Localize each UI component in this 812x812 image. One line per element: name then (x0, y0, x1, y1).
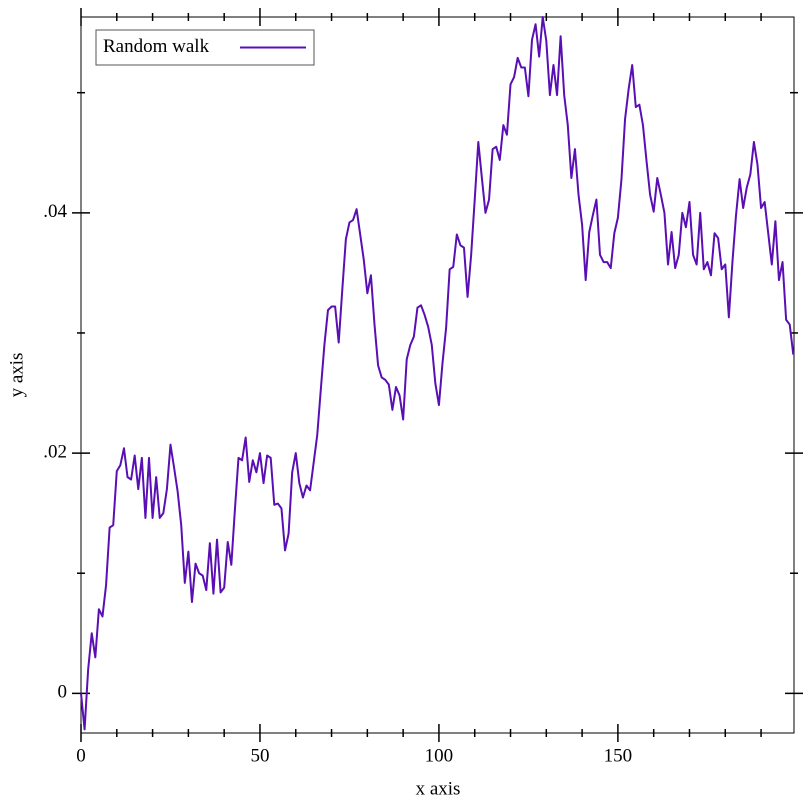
x-tick-label: 100 (425, 745, 454, 766)
x-tick-label: 0 (76, 745, 86, 766)
line-series (80, 16, 795, 731)
y-tick-label: .04 (43, 201, 67, 222)
y-tick-label: 0 (58, 682, 68, 703)
legend-label: Random walk (103, 36, 210, 57)
y-tick-label: .02 (43, 441, 67, 462)
plot-frame (80, 16, 795, 734)
x-tick-label: 50 (250, 745, 269, 766)
x-tick-label: 150 (604, 745, 633, 766)
x-axis-label: x axis (416, 778, 461, 799)
y-axis-label: y axis (6, 353, 27, 398)
